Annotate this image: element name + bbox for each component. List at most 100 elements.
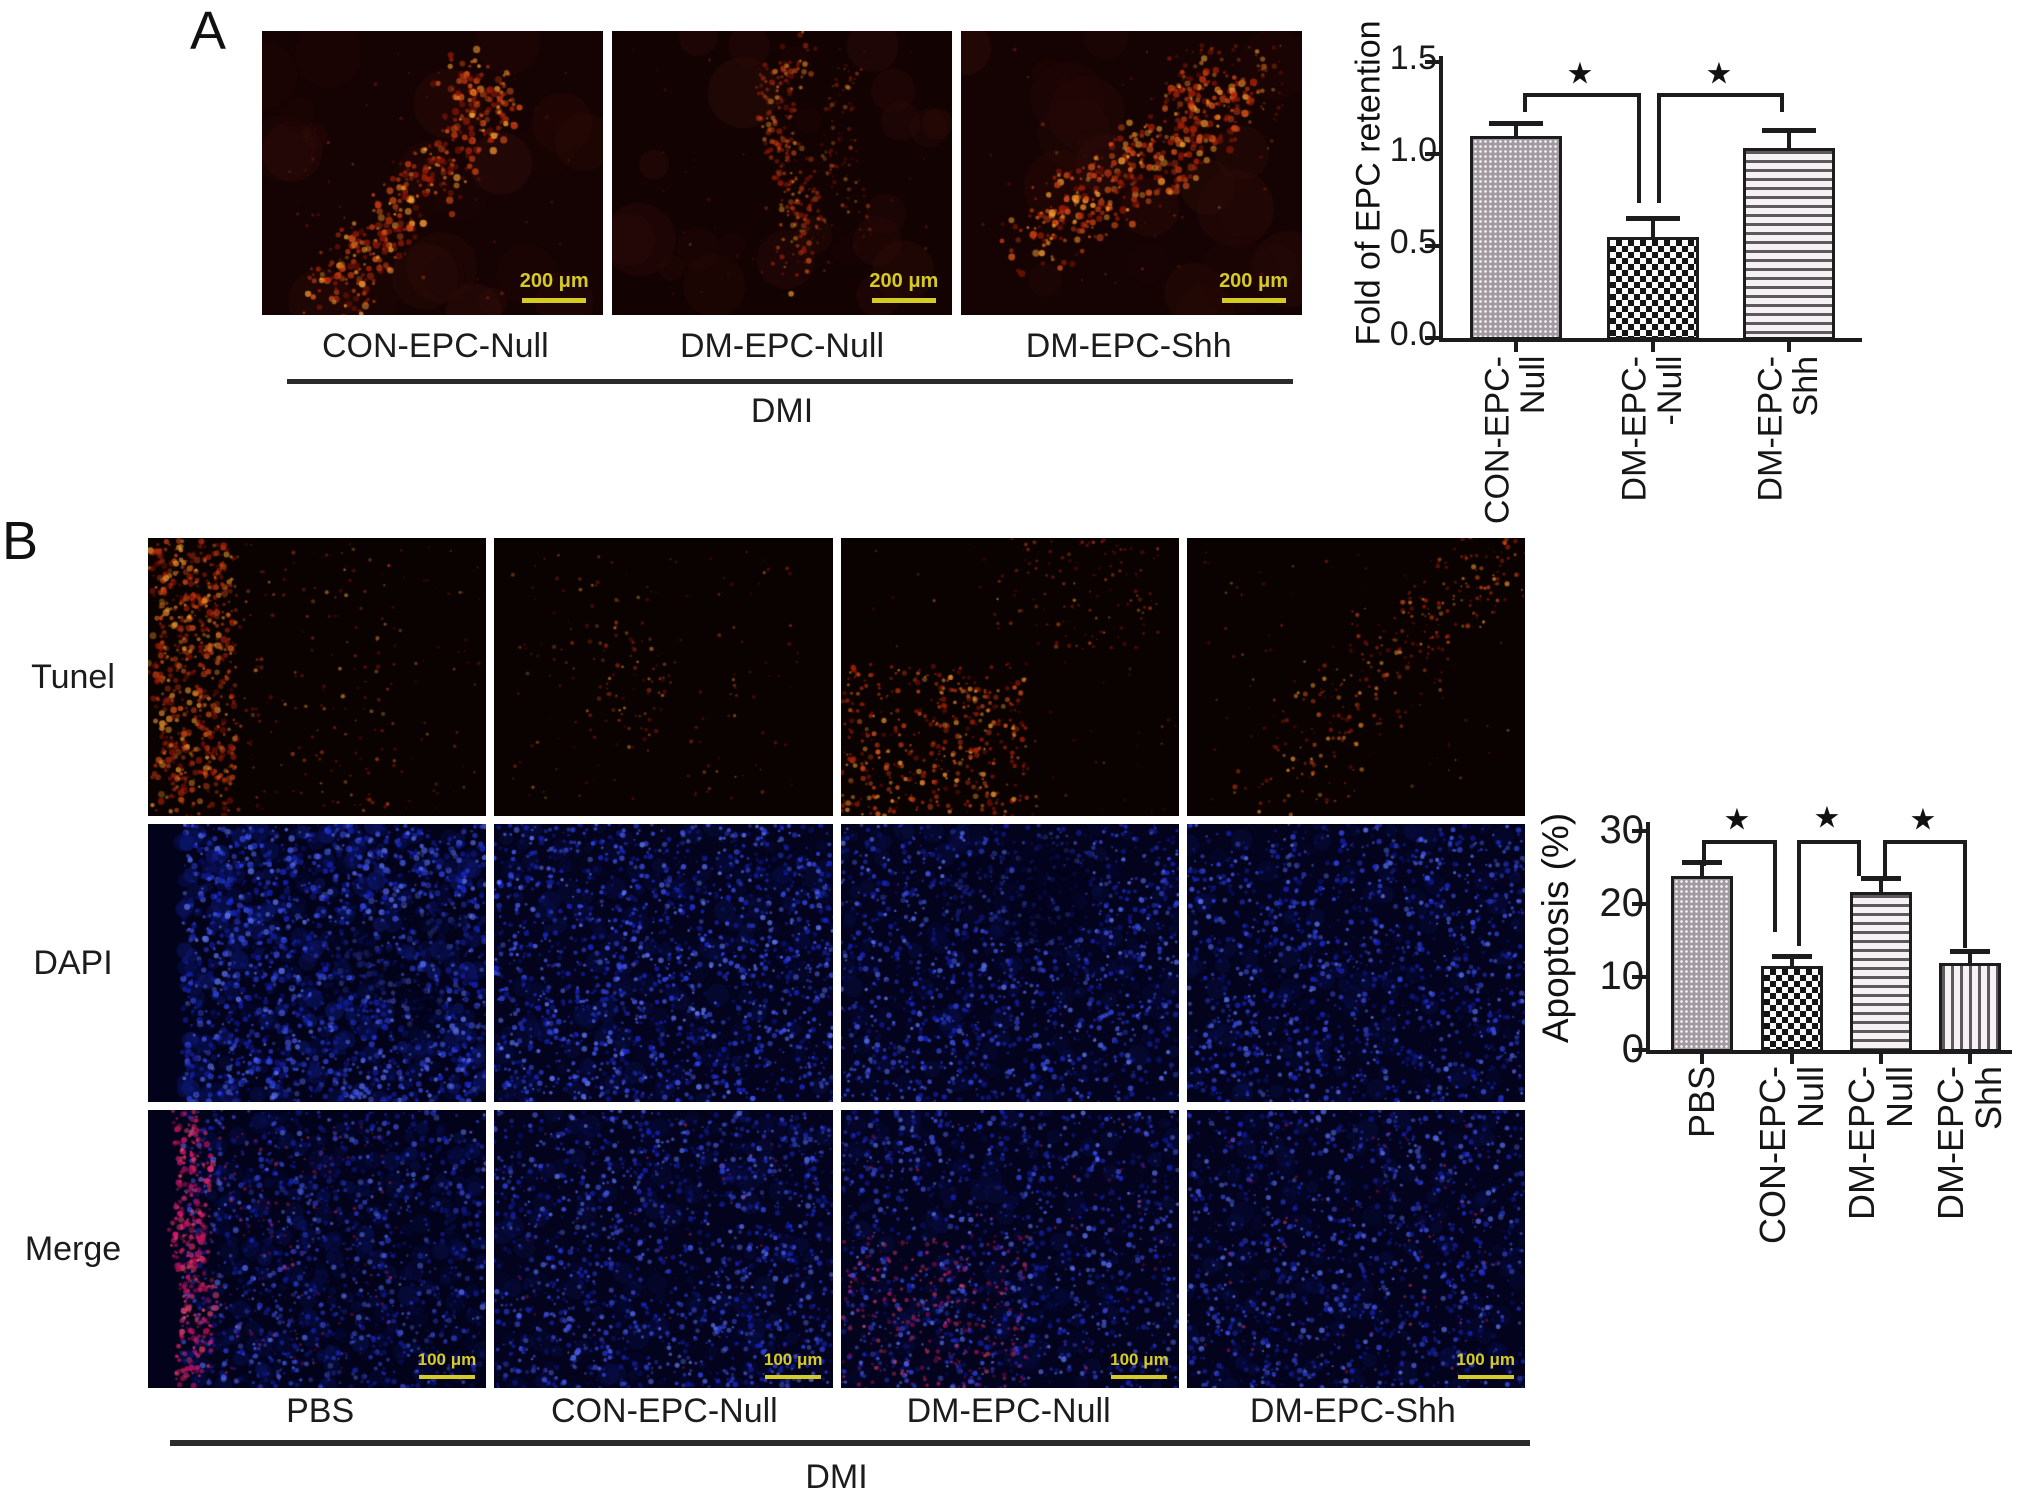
panel-a-group-label: DMI: [750, 392, 814, 430]
significance-bracket-leg: [1883, 840, 1887, 876]
significance-bracket-leg: [1857, 840, 1861, 876]
scale-bar: 100 μm: [764, 1350, 823, 1379]
scale-bar-label: 200 μm: [519, 270, 589, 292]
significance-star: ★: [1813, 801, 1841, 835]
image-caption: DM-EPC-Null: [680, 327, 884, 365]
category-label: CON-EPC- Null: [1752, 1066, 1831, 1244]
fluorescence-image-canvas: [262, 31, 603, 315]
error-bar-cap: [1682, 859, 1722, 865]
bar: [1671, 876, 1733, 1052]
error-bar-cap: [1489, 120, 1543, 126]
tunel-image-dm-epc-null: [840, 538, 1179, 816]
category-label: DM-EPC- Shh: [1930, 1066, 2009, 1220]
fluorescence-image-canvas: [1186, 538, 1525, 816]
scale-bar: 200 μm: [869, 270, 938, 303]
bar: [1850, 891, 1912, 1052]
x-tick: [1790, 1054, 1794, 1064]
x-axis: [1646, 1050, 2012, 1054]
fluorescence-image-canvas: [494, 538, 833, 816]
scale-bar-line: [1457, 1375, 1514, 1379]
x-tick: [1700, 1054, 1704, 1064]
significance-star: ★: [1705, 57, 1733, 91]
category-label: DM-EPC- -Null: [1615, 356, 1689, 502]
significance-bracket-leg: [1797, 840, 1801, 946]
scale-bar-line: [1111, 1375, 1168, 1379]
row-label-tunel: Tunel: [31, 658, 115, 696]
bar: [1743, 148, 1835, 340]
panel-a-image-dm-epc-shh: 200 μm: [961, 31, 1303, 315]
bar: [1939, 963, 2001, 1052]
scale-bar-label: 200 μm: [869, 270, 939, 292]
panel-a-caption-row: CON-EPC-Null DM-EPC-Null DM-EPC-Shh: [262, 327, 1302, 366]
fluorescence-image-canvas: [1186, 824, 1525, 1102]
image-caption: CON-EPC-Null: [321, 327, 549, 365]
y-axis-title: Apoptosis (%): [1535, 812, 1576, 1044]
y-axis: [1646, 822, 1650, 1054]
fluorescence-image-canvas: [840, 824, 1179, 1102]
bar: [1470, 135, 1562, 340]
y-tick-label: 20: [1599, 881, 1645, 925]
scale-bar-line: [765, 1375, 822, 1379]
significance-bracket-leg: [1523, 93, 1527, 112]
scale-bar-label: 100 μm: [763, 1350, 823, 1369]
x-tick: [1968, 1054, 1972, 1064]
x-axis: [1439, 338, 1862, 342]
y-tick-label: 1.0: [1389, 131, 1437, 169]
significance-star: ★: [1566, 57, 1594, 91]
significance-bracket-leg: [1702, 840, 1706, 866]
significance-bracket-leg: [1963, 840, 1967, 948]
scale-bar-label: 100 μm: [1456, 1350, 1515, 1369]
error-bar-line: [1790, 955, 1794, 967]
fluorescence-image-canvas: [840, 1110, 1179, 1388]
scale-bar-line: [871, 298, 936, 303]
row-label-merge: Merge: [24, 1230, 122, 1268]
merge-image-dm-epc-shh: 100 μm: [1186, 1110, 1525, 1388]
bar: [1761, 966, 1823, 1052]
significance-bracket-leg: [1657, 93, 1661, 203]
scale-bar: 200 μm: [1219, 270, 1288, 303]
tunel-image-dm-epc-shh: [1186, 538, 1525, 816]
x-tick: [1787, 342, 1791, 352]
error-bar-cap: [1626, 216, 1680, 222]
dapi-image-pbs: [148, 824, 487, 1102]
significance-bracket-leg: [1780, 93, 1784, 112]
panel-a-group-underline: [287, 379, 1293, 384]
scale-bar-line: [418, 1375, 475, 1379]
error-bar-line: [1787, 130, 1791, 149]
y-tick: [1632, 902, 1646, 906]
category-label: DM-EPC- Shh: [1751, 356, 1825, 502]
y-tick: [1425, 244, 1439, 248]
tunel-image-con-epc-null: [494, 538, 833, 816]
significance-bracket-bar: [1797, 840, 1861, 844]
y-tick: [1425, 336, 1439, 340]
merge-image-dm-epc-null: 100 μm: [840, 1110, 1179, 1388]
scale-bar: 100 μm: [1110, 1350, 1169, 1379]
fluorescence-image-canvas: [148, 538, 487, 816]
y-tick: [1632, 829, 1646, 833]
fluorescence-image-canvas: [148, 1110, 487, 1388]
fluorescence-image-canvas: [611, 31, 953, 315]
error-bar-cap: [1861, 875, 1901, 881]
scale-bar: 100 μm: [1456, 1350, 1515, 1379]
fluorescence-image-canvas: [148, 824, 487, 1102]
fluorescence-image-canvas: [494, 824, 833, 1102]
scale-bar-label: 100 μm: [417, 1350, 477, 1369]
y-tick-label: 10: [1599, 954, 1645, 998]
column-caption: PBS: [286, 1392, 355, 1430]
y-tick: [1632, 1048, 1646, 1052]
fluorescence-image-canvas: [840, 538, 1179, 816]
bar: [1607, 236, 1699, 340]
panel-a-image-row: 200 μm 200 μm 200 μm: [262, 31, 1303, 315]
y-tick-label: 0: [1621, 1027, 1644, 1071]
error-bar-line: [1879, 877, 1883, 892]
fluorescence-image-canvas: [961, 31, 1303, 315]
panel-a-image-dm-epc-null: 200 μm: [611, 31, 953, 315]
error-bar-line: [1700, 861, 1704, 877]
category-label: PBS: [1681, 1066, 1723, 1139]
significance-bracket-leg: [1637, 93, 1641, 203]
scale-bar-line: [522, 298, 587, 303]
column-caption: DM-EPC-Shh: [1249, 1392, 1456, 1430]
y-tick-label: 0.5: [1389, 223, 1437, 261]
scale-bar: 100 μm: [417, 1350, 477, 1379]
